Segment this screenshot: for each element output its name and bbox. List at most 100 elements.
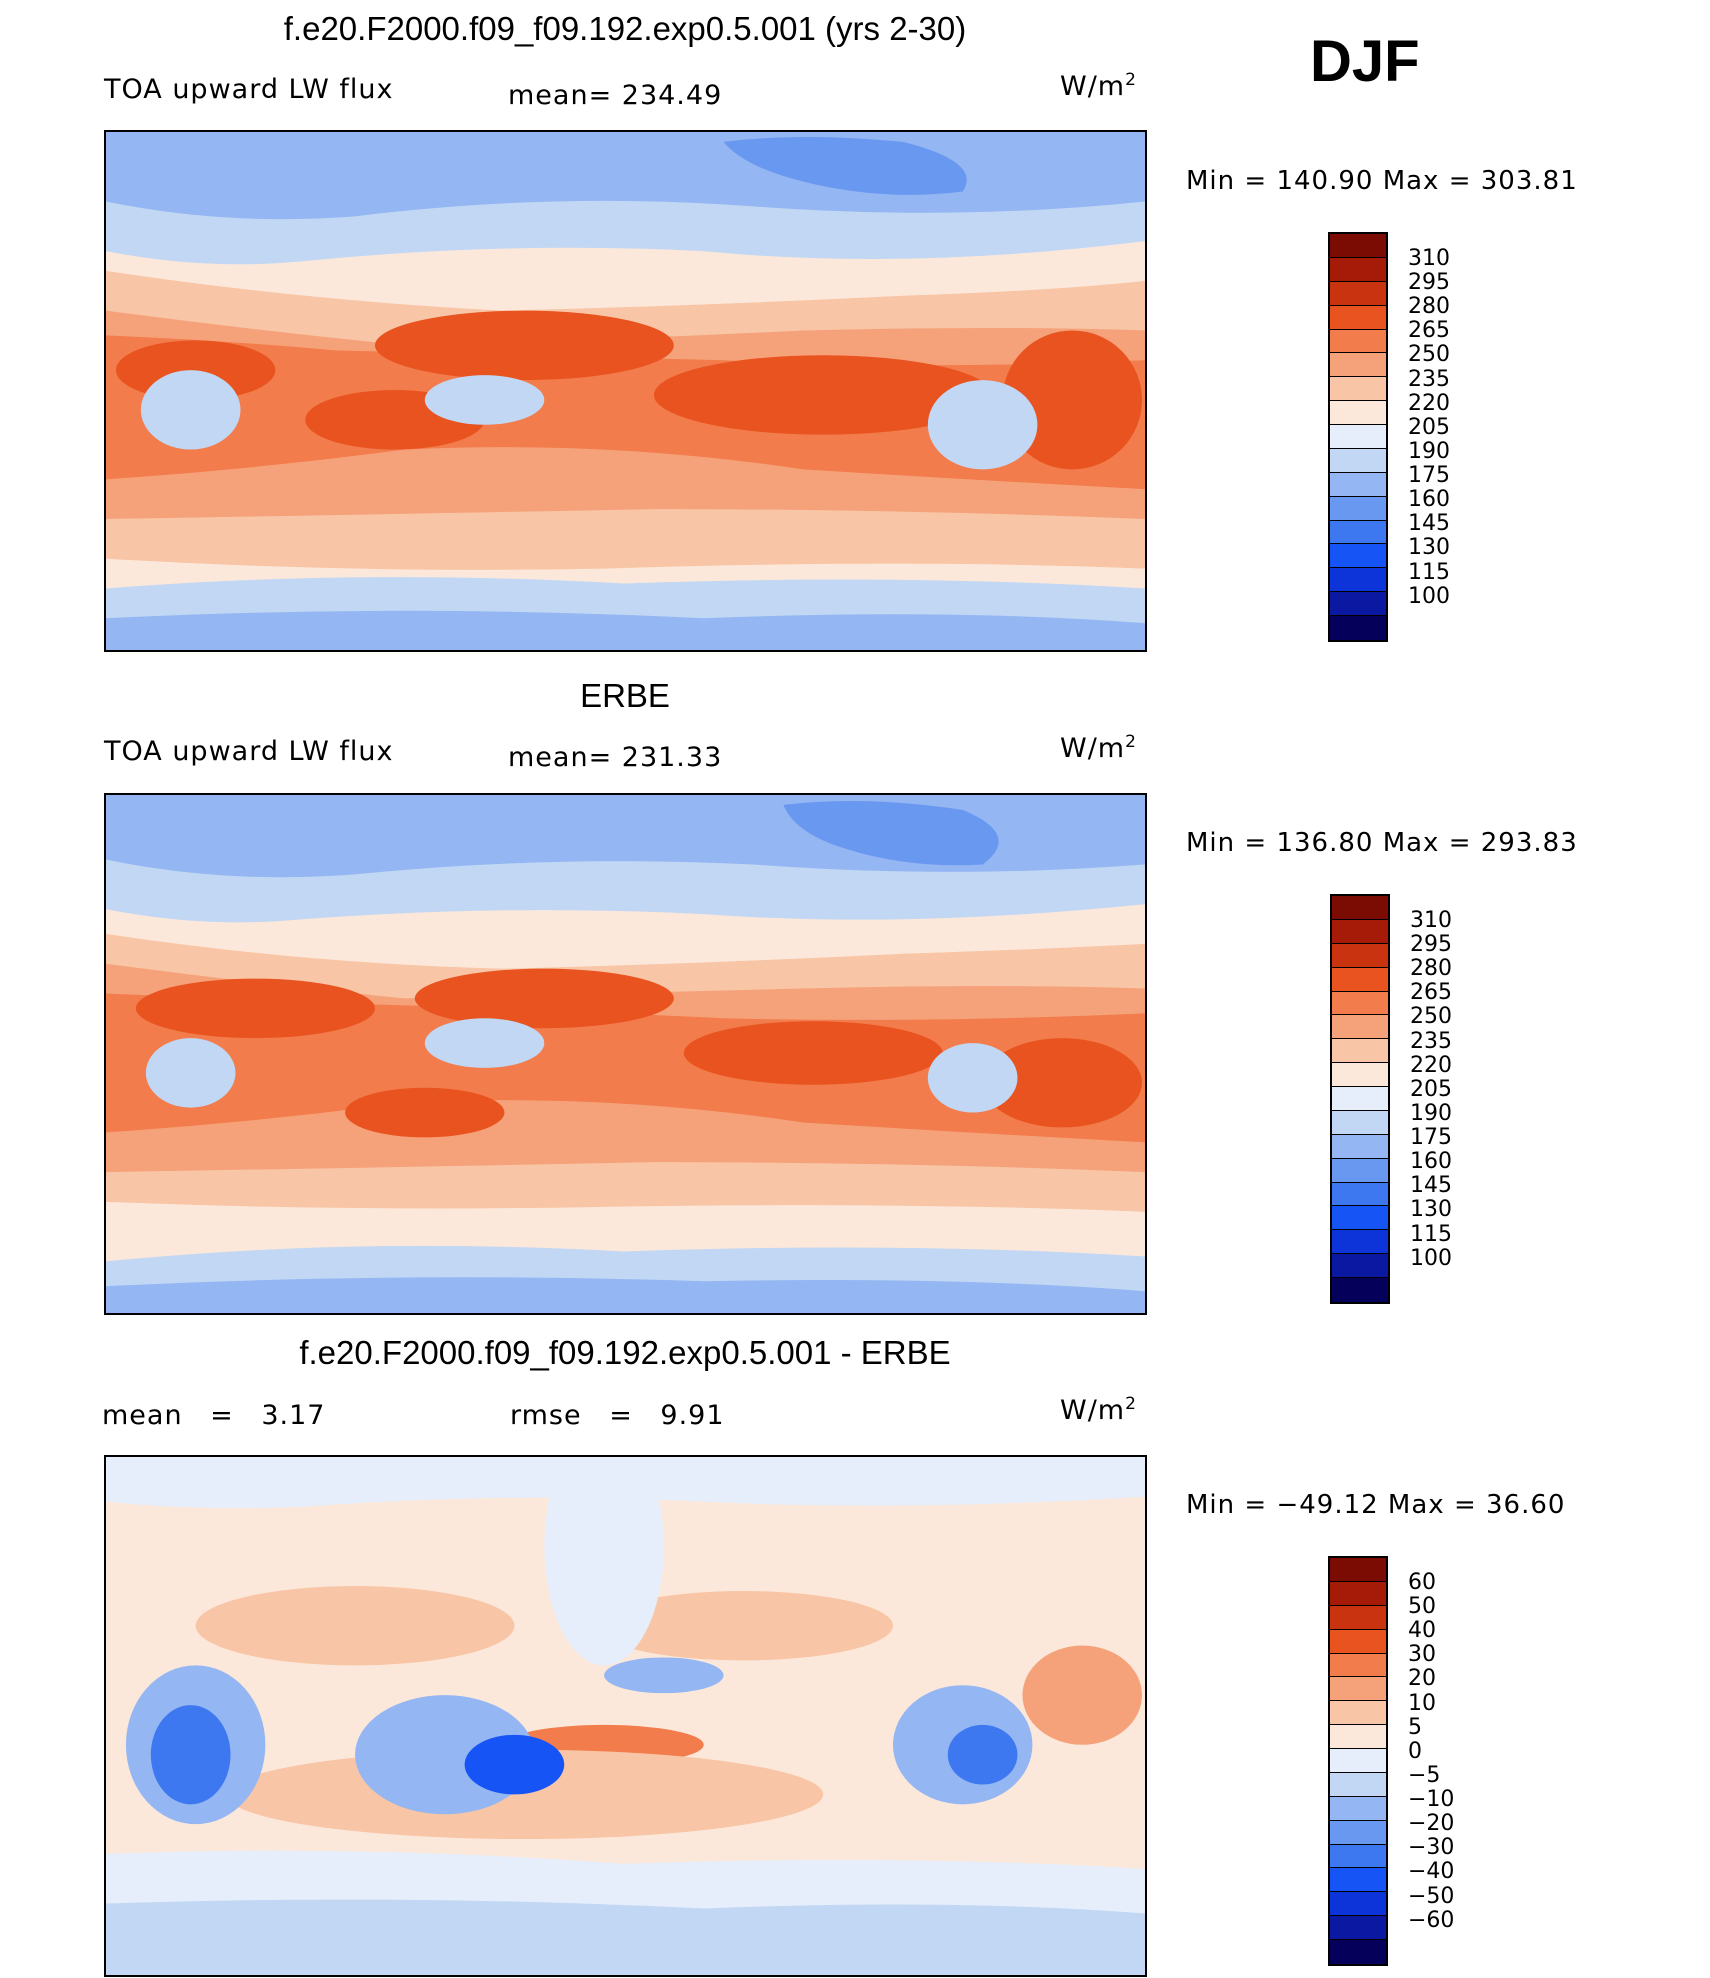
panel1-colorbar bbox=[1328, 232, 1388, 642]
colorbar-tick-label: −10 bbox=[1408, 1787, 1455, 1813]
colorbar-tick-label: −20 bbox=[1408, 1811, 1455, 1837]
colorbar-tick-label: 295 bbox=[1410, 932, 1452, 958]
panel1-minmax: Min = 140.90 Max = 303.81 bbox=[1186, 166, 1578, 196]
colorbar-box bbox=[1330, 305, 1386, 330]
colorbar-box bbox=[1330, 1749, 1386, 1773]
colorbar-box bbox=[1332, 1134, 1388, 1159]
colorbar-tick-label: 265 bbox=[1410, 980, 1452, 1006]
season-label: DJF bbox=[1310, 29, 1420, 94]
colorbar-tick-label: 130 bbox=[1408, 535, 1450, 561]
colorbar-box bbox=[1330, 281, 1386, 306]
colorbar-box bbox=[1330, 1796, 1386, 1821]
colorbar-tick-label: 235 bbox=[1408, 366, 1450, 392]
colorbar-tick-label: 250 bbox=[1408, 342, 1450, 368]
colorbar-box bbox=[1330, 520, 1386, 545]
colorbar-box bbox=[1330, 1772, 1386, 1797]
panel2-variable-label: TOA upward LW flux bbox=[104, 736, 394, 767]
colorbar-box bbox=[1332, 919, 1388, 944]
colorbar-box bbox=[1330, 257, 1386, 282]
colorbar-box bbox=[1330, 425, 1386, 449]
colorbar-tick-label: 20 bbox=[1408, 1666, 1436, 1692]
colorbar-box bbox=[1332, 1158, 1388, 1183]
colorbar-box bbox=[1332, 1063, 1388, 1087]
colorbar-tick-label: −50 bbox=[1408, 1883, 1455, 1909]
colorbar-tick-label: 250 bbox=[1410, 1004, 1452, 1030]
colorbar-tick-label: 295 bbox=[1408, 270, 1450, 296]
colorbar-box bbox=[1332, 1015, 1388, 1040]
colorbar-tick-label: 160 bbox=[1408, 487, 1450, 513]
colorbar-box bbox=[1332, 1278, 1388, 1302]
colorbar-tick-label: 50 bbox=[1408, 1594, 1436, 1620]
panel2-map bbox=[104, 793, 1147, 1315]
colorbar-box bbox=[1332, 896, 1388, 920]
colorbar-box bbox=[1330, 1916, 1386, 1940]
colorbar-box bbox=[1330, 1558, 1386, 1582]
colorbar-tick-label: −60 bbox=[1408, 1907, 1455, 1933]
panel1-colorbar-ticks: 310 295 280 265 250 235 220 205 190 175 160 145 130 1… bbox=[1408, 246, 1488, 630]
colorbar-tick-label: 60 bbox=[1408, 1570, 1436, 1595]
colorbar-box bbox=[1330, 353, 1386, 378]
panel3-rmse-label: rmse = 9.91 bbox=[510, 1400, 725, 1431]
colorbar-box bbox=[1330, 377, 1386, 402]
colorbar-box bbox=[1332, 1110, 1388, 1135]
colorbar-box bbox=[1330, 1653, 1386, 1678]
colorbar-tick-label: 5 bbox=[1408, 1714, 1422, 1740]
colorbar-box bbox=[1330, 1940, 1386, 1964]
colorbar-tick-label: 190 bbox=[1408, 438, 1450, 464]
panel3-colorbar bbox=[1328, 1556, 1388, 1966]
colorbar-box bbox=[1332, 1206, 1388, 1231]
colorbar-box bbox=[1330, 1701, 1386, 1726]
panel3-map-field bbox=[106, 1457, 1145, 1975]
colorbar-tick-label: 265 bbox=[1408, 318, 1450, 344]
colorbar-tick-label: 220 bbox=[1410, 1052, 1452, 1078]
colorbar-tick-label: 280 bbox=[1410, 956, 1452, 982]
colorbar-box bbox=[1330, 1892, 1386, 1917]
panel1-title: f.e20.F2000.f09_f09.192.exp0.5.001 (yrs … bbox=[283, 10, 967, 47]
panel1-map-field bbox=[106, 132, 1145, 650]
panel2-map-field bbox=[106, 795, 1145, 1313]
panel2-unit-label: W/m2 bbox=[1060, 732, 1137, 764]
panel3-mean-label: mean = 3.17 bbox=[102, 1400, 326, 1431]
colorbar-tick-label: 145 bbox=[1408, 511, 1450, 537]
panel3-map bbox=[104, 1455, 1147, 1977]
panel1-map bbox=[104, 130, 1147, 652]
panel2-colorbar-ticks: 310 295 280 265 250 235 220 205 190 175 160 145 130 1… bbox=[1410, 908, 1490, 1292]
colorbar-box bbox=[1330, 401, 1386, 425]
colorbar-tick-label: 30 bbox=[1408, 1642, 1436, 1668]
panel3-colorbar-ticks: 60 50 40 30 20 10 5 0 −5 −10 −20 −30 −40 −50 −60 bbox=[1408, 1570, 1488, 1954]
colorbar-tick-label: −40 bbox=[1408, 1859, 1455, 1885]
colorbar-box bbox=[1330, 616, 1386, 640]
colorbar-tick-label: 205 bbox=[1408, 414, 1450, 440]
colorbar-tick-label: −5 bbox=[1408, 1762, 1441, 1788]
colorbar-tick-label: 100 bbox=[1408, 583, 1450, 609]
colorbar-box bbox=[1330, 1725, 1386, 1749]
colorbar-box bbox=[1332, 1230, 1388, 1255]
colorbar-box bbox=[1330, 234, 1386, 258]
colorbar-box bbox=[1330, 329, 1386, 354]
colorbar-tick-label: 0 bbox=[1408, 1738, 1422, 1764]
colorbar-box bbox=[1330, 1677, 1386, 1702]
colorbar-tick-label: 145 bbox=[1410, 1173, 1452, 1199]
colorbar-box bbox=[1332, 967, 1388, 992]
colorbar-tick-label: 220 bbox=[1408, 390, 1450, 416]
colorbar-tick-label: 280 bbox=[1408, 294, 1450, 320]
colorbar-box bbox=[1330, 592, 1386, 616]
colorbar-box bbox=[1330, 568, 1386, 593]
colorbar-box bbox=[1332, 991, 1388, 1016]
colorbar-tick-label: 175 bbox=[1410, 1125, 1452, 1151]
colorbar-box bbox=[1330, 544, 1386, 569]
panel1-variable-label: TOA upward LW flux bbox=[104, 74, 394, 105]
colorbar-box bbox=[1330, 496, 1386, 521]
colorbar-tick-label: 115 bbox=[1410, 1221, 1452, 1247]
colorbar-box bbox=[1330, 448, 1386, 473]
colorbar-tick-label: 115 bbox=[1408, 559, 1450, 585]
colorbar-box bbox=[1332, 1039, 1388, 1064]
panel1-mean-label: mean= 234.49 bbox=[508, 80, 723, 111]
panel2-colorbar bbox=[1330, 894, 1390, 1304]
colorbar-tick-label: 190 bbox=[1410, 1100, 1452, 1126]
colorbar-box bbox=[1330, 472, 1386, 497]
panel1-unit-label: W/m2 bbox=[1060, 70, 1137, 102]
panel2-title: ERBE bbox=[580, 677, 670, 714]
colorbar-box bbox=[1332, 1254, 1388, 1278]
colorbar-tick-label: 40 bbox=[1408, 1618, 1436, 1644]
